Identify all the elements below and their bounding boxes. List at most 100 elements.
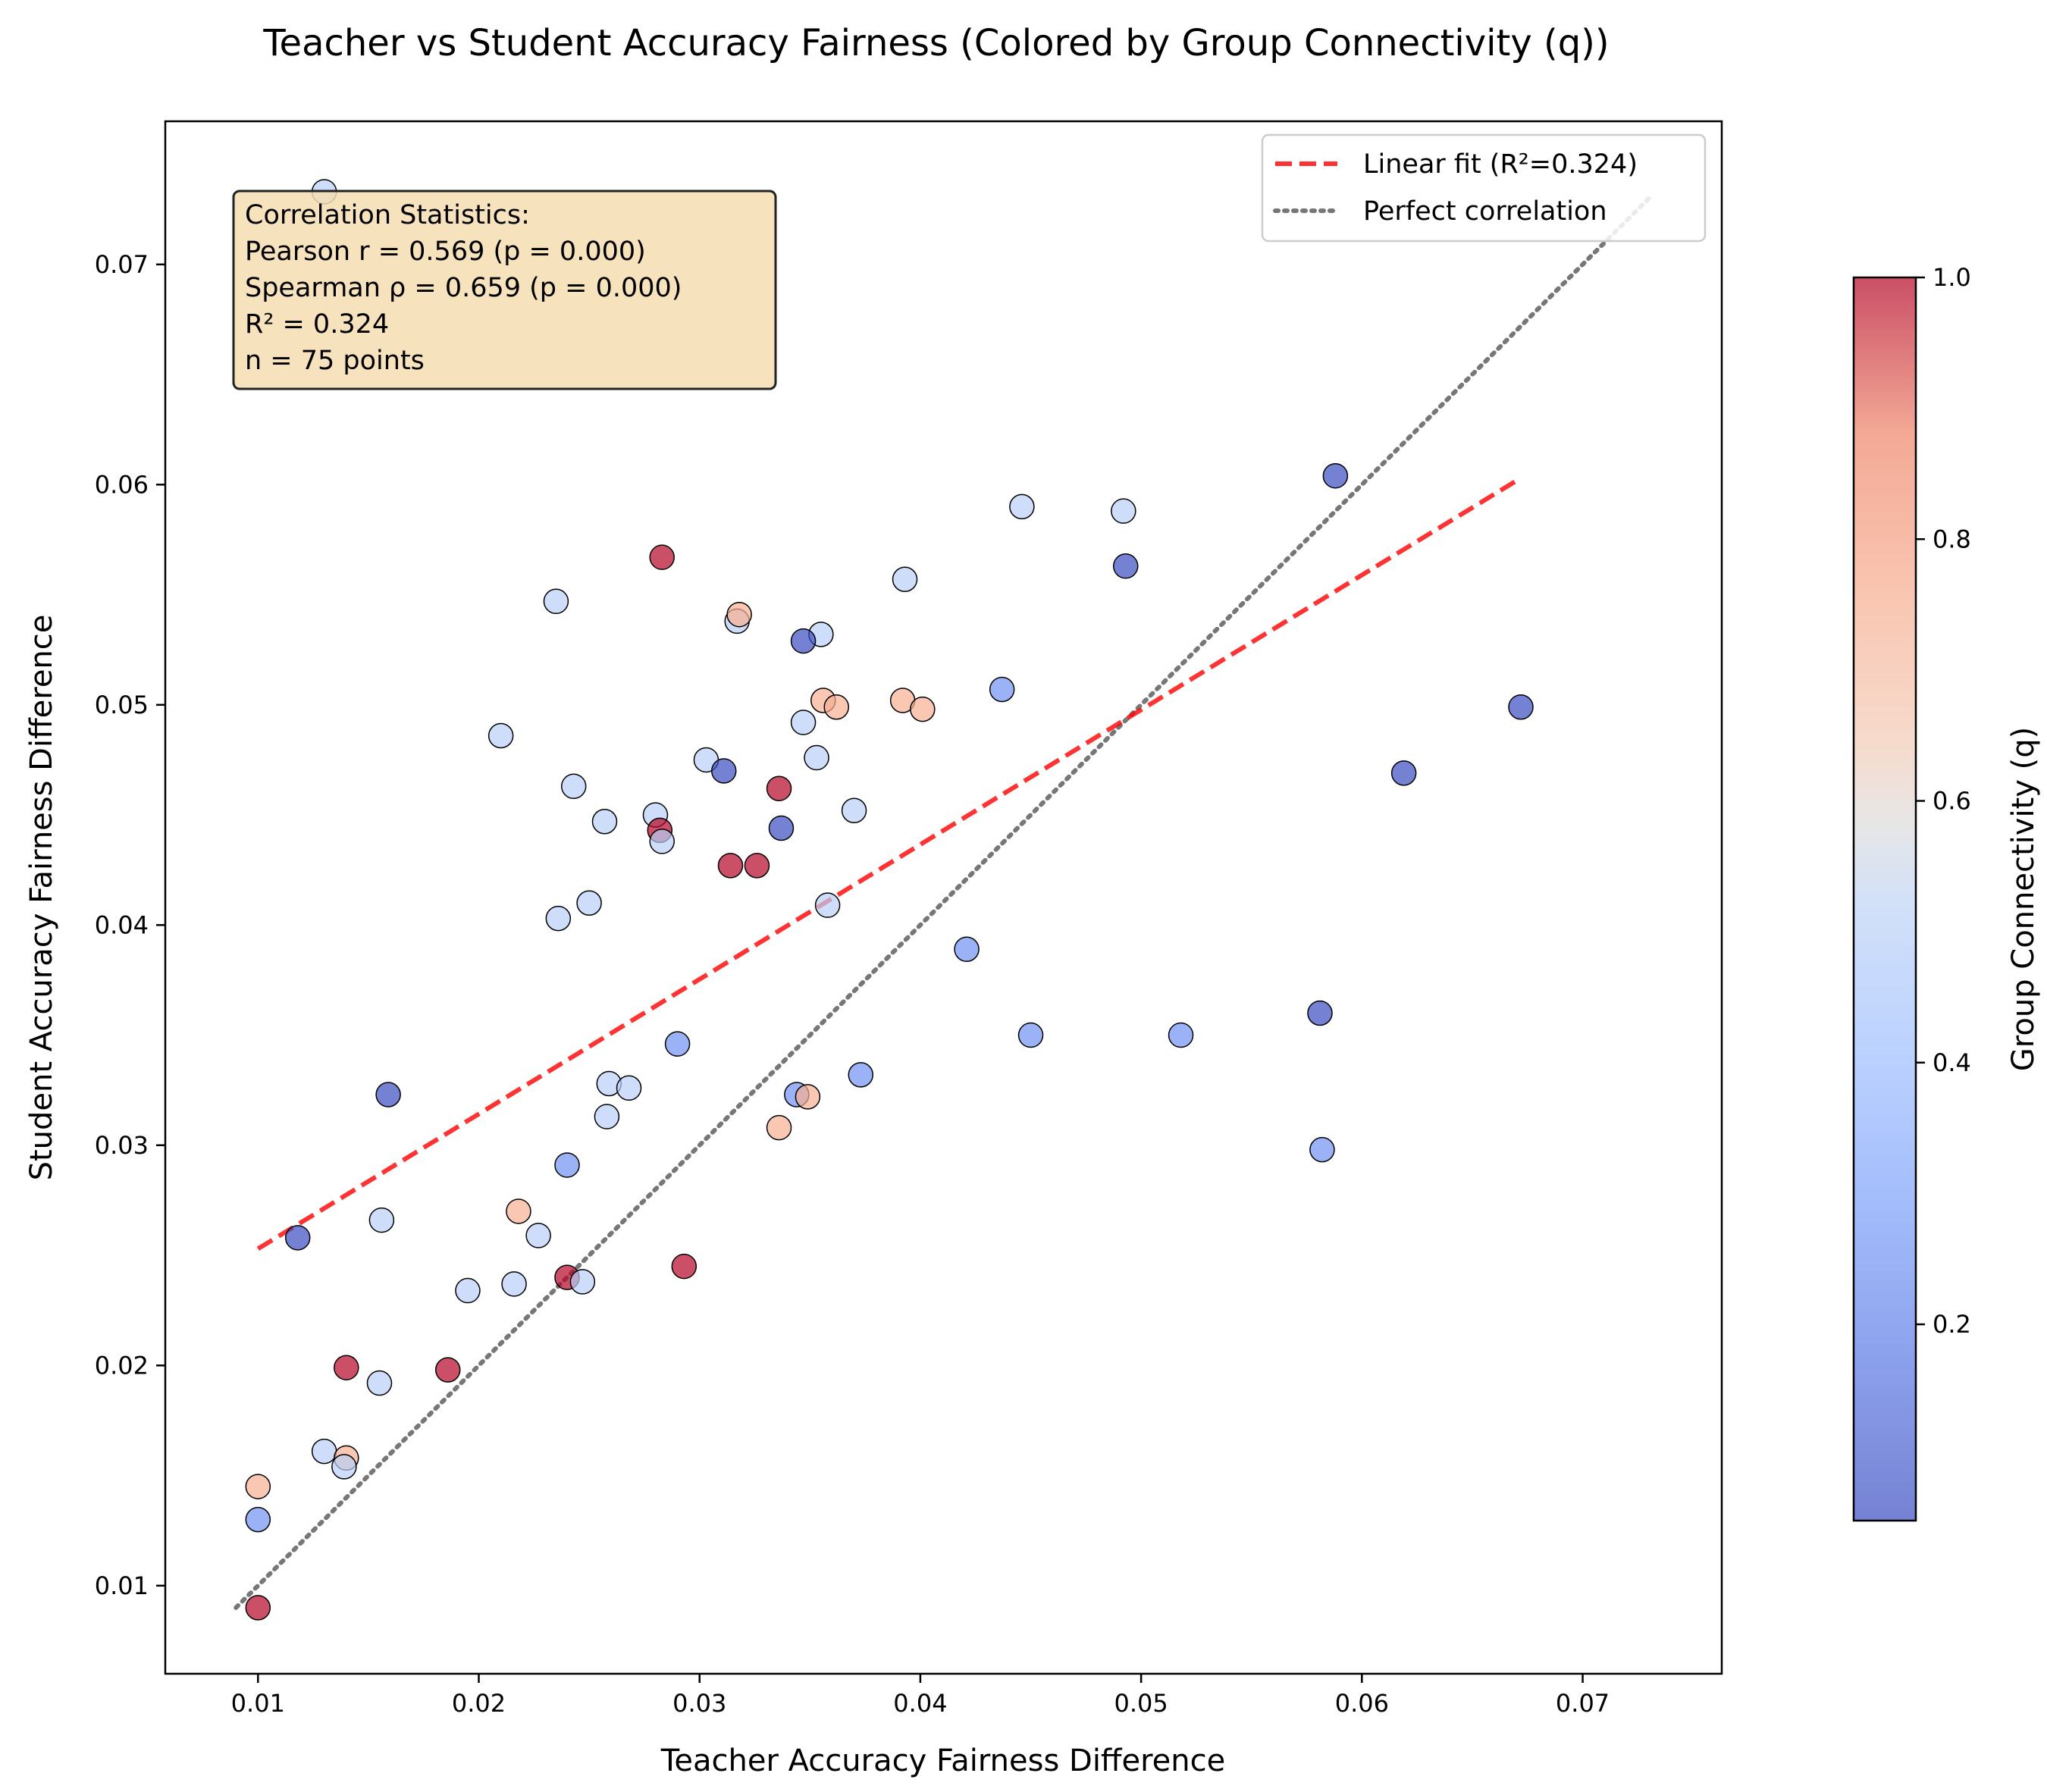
scatter-point — [954, 936, 980, 963]
data-points — [245, 179, 1534, 1621]
scatter-point — [284, 1225, 311, 1251]
scatter-point — [487, 722, 514, 749]
scatter-point — [1322, 462, 1349, 489]
scatter-point — [368, 1207, 395, 1233]
scatter-point — [766, 775, 792, 801]
scatter-point — [1017, 1022, 1044, 1048]
stats-line-title: Correlation Statistics: — [245, 200, 530, 230]
x-axis-label: Teacher Accuracy Fairness Difference — [660, 1743, 1225, 1778]
scatter-point — [823, 694, 850, 720]
stats-line-r2: R² = 0.324 — [245, 309, 389, 340]
scatter-point — [560, 773, 587, 800]
scatter-point — [245, 1506, 271, 1533]
scatter-point — [554, 1152, 580, 1178]
x-tick-label: 0.04 — [893, 1689, 947, 1718]
scatter-point — [717, 853, 744, 879]
x-tick-label: 0.02 — [452, 1689, 506, 1718]
x-tick-label: 0.06 — [1335, 1689, 1389, 1718]
scatter-point — [711, 758, 737, 784]
x-axis-ticks: 0.01 0.02 0.03 0.04 0.05 0.06 0.07 — [231, 1674, 1610, 1718]
y-tick-label: 0.04 — [95, 910, 149, 939]
x-tick-label: 0.03 — [672, 1689, 726, 1718]
scatter-point — [1112, 553, 1139, 579]
y-tick-label: 0.05 — [95, 691, 149, 719]
colorbar-ticks: 0.2 0.4 0.6 0.8 1.0 — [1916, 263, 1971, 1339]
scatter-point — [545, 905, 572, 932]
scatter-point — [594, 1104, 620, 1129]
scatter-point — [804, 744, 829, 771]
scatter-point — [910, 696, 936, 722]
scatter-point — [506, 1198, 531, 1224]
scatter-point — [501, 1271, 527, 1297]
scatter-point — [841, 797, 867, 824]
x-tick-label: 0.07 — [1556, 1689, 1610, 1718]
scatter-point — [591, 809, 618, 835]
colorbar-tick-label: 1.0 — [1933, 263, 1971, 292]
scatter-point — [543, 588, 569, 615]
scatter-point — [649, 829, 675, 854]
linear-fit-line — [256, 476, 1522, 1251]
scatter-point — [1307, 1000, 1333, 1026]
x-tick-label: 0.01 — [231, 1689, 285, 1718]
colorbar-tick-label: 0.2 — [1933, 1310, 1971, 1339]
scatter-point — [331, 1454, 357, 1480]
scatter-point — [455, 1277, 481, 1304]
scatter-point — [245, 1474, 271, 1499]
stats-box: Correlation Statistics: Pearson r = 0.56… — [232, 190, 777, 390]
y-axis-label: Student Accuracy Fairness Difference — [24, 615, 59, 1181]
scatter-point — [576, 890, 602, 916]
scatter-point — [366, 1370, 393, 1396]
scatter-point — [616, 1075, 642, 1101]
scatter-point — [766, 1114, 792, 1141]
colorbar-tick-label: 0.6 — [1933, 787, 1971, 816]
legend-frame — [1261, 133, 1707, 243]
y-tick-label: 0.03 — [95, 1131, 149, 1160]
scatter-point — [790, 628, 817, 654]
scatter-point — [848, 1062, 874, 1088]
scatter-point — [790, 710, 817, 735]
scatter-point — [1168, 1022, 1194, 1048]
scatter-point — [671, 1253, 697, 1280]
y-tick-label: 0.07 — [95, 250, 149, 279]
scatter-point — [726, 601, 752, 628]
colorbar-frame — [1852, 276, 1917, 1522]
scatter-point — [664, 1031, 691, 1057]
perfect-correlation-line — [234, 196, 1651, 1610]
chart-title: Teacher vs Student Accuracy Fairness (Co… — [262, 22, 1609, 64]
scatter-point — [768, 815, 795, 841]
scatter-point — [525, 1223, 551, 1248]
y-tick-label: 0.06 — [95, 470, 149, 499]
scatter-point — [989, 676, 1015, 703]
stats-line-pearson: Pearson r = 0.569 (p = 0.000) — [245, 237, 646, 267]
stats-line-spearman: Spearman ρ = 0.659 (p = 0.000) — [245, 273, 682, 303]
colorbar-tick-label: 0.8 — [1933, 525, 1971, 553]
colorbar-label: Group Connectivity (q) — [2006, 727, 2041, 1071]
scatter-point — [649, 544, 675, 570]
scatter-point — [569, 1269, 596, 1295]
scatter-point — [892, 566, 918, 592]
legend-label-perfect-correlation: Perfect correlation — [1363, 196, 1607, 227]
scatter-point — [1111, 498, 1136, 524]
x-tick-label: 0.05 — [1114, 1689, 1168, 1718]
scatter-point — [795, 1084, 821, 1110]
scatter-point — [744, 853, 770, 879]
scatter-point — [375, 1082, 401, 1107]
legend: Linear fit (R²=0.324) Perfect correlatio… — [1261, 133, 1707, 243]
scatter-point — [1009, 493, 1035, 520]
stats-line-n: n = 75 points — [245, 346, 425, 376]
stats-box-background — [232, 190, 777, 390]
scatter-point — [1309, 1136, 1335, 1163]
scatter-point — [434, 1357, 461, 1383]
scatter-point — [334, 1355, 359, 1380]
scatter-point — [1390, 760, 1417, 786]
scatter-point — [1508, 694, 1534, 720]
y-axis-ticks: 0.01 0.02 0.03 0.04 0.05 0.06 0.07 — [95, 250, 165, 1600]
scatter-point — [245, 1595, 271, 1621]
colorbar-gradient — [1854, 277, 1916, 1521]
scatter-point — [814, 892, 841, 918]
scatter-point — [311, 1438, 337, 1465]
y-tick-label: 0.02 — [95, 1351, 149, 1380]
colorbar-tick-label: 0.4 — [1933, 1048, 1971, 1077]
y-tick-label: 0.01 — [95, 1571, 149, 1600]
